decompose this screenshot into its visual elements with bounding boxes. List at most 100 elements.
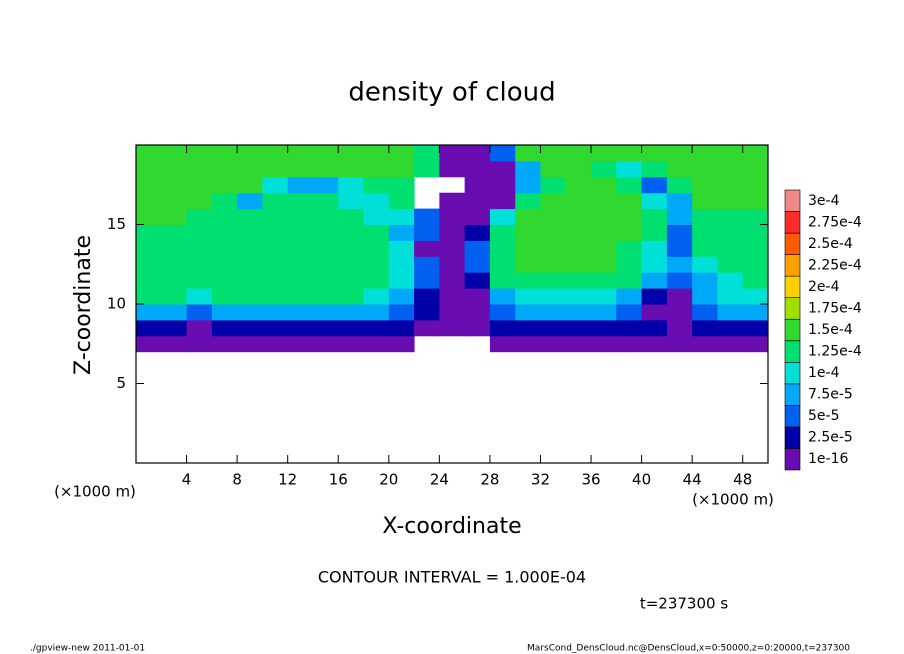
heat-cell (666, 224, 693, 241)
heat-cell (666, 335, 693, 353)
colorbar-box (784, 405, 801, 428)
contour-label: CONTOUR INTERVAL = 1.000E-04 (318, 568, 586, 587)
heat-cell (692, 304, 718, 321)
heat-cell (338, 145, 365, 162)
heat-cell (211, 176, 238, 194)
heat-cell (363, 176, 390, 194)
heat-cell (464, 288, 491, 305)
heat-cell (464, 224, 491, 241)
heat-cell (363, 272, 390, 289)
heat-cell (439, 319, 466, 337)
heat-cell (262, 256, 289, 273)
x-tick-label: 32 (531, 471, 550, 489)
heat-cell (717, 240, 744, 257)
y-tick-label: 5 (116, 374, 126, 392)
heat-cell (666, 160, 693, 178)
x-tick-label: 4 (182, 471, 192, 489)
heat-cell (742, 145, 769, 162)
colorbar-label: 2e-4 (808, 279, 840, 295)
heat-cell (388, 272, 415, 289)
heat-cell (742, 319, 769, 337)
heat-cell (666, 240, 693, 257)
heat-cell (414, 319, 440, 337)
heat-cell (237, 272, 263, 289)
heat-cell (312, 319, 339, 337)
heat-cell (717, 304, 744, 321)
heat-cell (742, 160, 769, 178)
heat-cell (287, 240, 314, 257)
heat-cell (616, 208, 643, 225)
heat-cell (515, 319, 541, 337)
heat-cell (439, 208, 466, 225)
heat-cell (237, 160, 263, 178)
heat-cell (136, 208, 162, 225)
heat-cell (363, 160, 390, 178)
heat-cell (540, 208, 567, 225)
heat-cell (742, 288, 769, 305)
heat-cell (186, 145, 213, 162)
heat-cell (136, 145, 162, 162)
heat-cell (186, 256, 213, 273)
heat-cell (717, 335, 744, 353)
heat-cell (211, 192, 238, 210)
heat-cell (565, 145, 592, 162)
heat-cell (464, 208, 491, 225)
heat-cell (136, 224, 162, 241)
heat-cell (161, 208, 188, 225)
heat-cell (717, 160, 744, 178)
heat-cell (414, 256, 440, 273)
heat-cell (262, 288, 289, 305)
heat-cell (211, 208, 238, 225)
heat-cell (136, 335, 162, 353)
heat-cell (692, 224, 718, 241)
heat-cell (540, 288, 567, 305)
colorbar-label: 1.5e-4 (808, 322, 853, 338)
heat-cell (565, 319, 592, 337)
heat-cell (312, 160, 339, 178)
heat-cell (616, 145, 643, 162)
heat-cell (464, 240, 491, 257)
heat-cell (136, 176, 162, 194)
x-tick-label: 48 (733, 471, 752, 489)
x-tick-label: 20 (379, 471, 398, 489)
heat-cell (540, 160, 567, 178)
footer-right: MarsCond_DensCloud.nc@DensCloud,x=0:5000… (527, 644, 850, 654)
heat-cell (186, 288, 213, 305)
heat-cell (287, 145, 314, 162)
heat-cell (717, 145, 744, 162)
heat-cell (161, 160, 188, 178)
x-tick-label: 12 (278, 471, 297, 489)
heat-cell (666, 304, 693, 321)
heat-cell (540, 192, 567, 210)
heat-cell (616, 319, 643, 337)
heat-cell (616, 160, 643, 178)
heat-cell (262, 224, 289, 241)
heat-cell (338, 208, 365, 225)
heat-cell (742, 240, 769, 257)
heat-cell (565, 272, 592, 289)
heat-cell (363, 224, 390, 241)
heat-cell (591, 240, 617, 257)
heat-cell (186, 272, 213, 289)
heat-cell (464, 145, 491, 162)
heat-cell (414, 272, 440, 289)
heat-cell (515, 160, 541, 178)
colorbar-box (784, 426, 801, 449)
heat-cell (388, 319, 415, 337)
heat-cell (742, 192, 769, 210)
heat-cell (237, 288, 263, 305)
heat-cell (312, 335, 339, 353)
heat-cell (363, 192, 390, 210)
heat-cell (565, 304, 592, 321)
heat-cell (262, 304, 289, 321)
heat-cell (186, 160, 213, 178)
heat-cell (717, 256, 744, 273)
heat-cell (161, 304, 188, 321)
heat-cell (515, 192, 541, 210)
heat-cell (287, 192, 314, 210)
heat-cell (161, 288, 188, 305)
colorbar-box (784, 297, 801, 320)
heat-cell (666, 145, 693, 162)
heat-cell (237, 224, 263, 241)
heat-cell (439, 288, 466, 305)
